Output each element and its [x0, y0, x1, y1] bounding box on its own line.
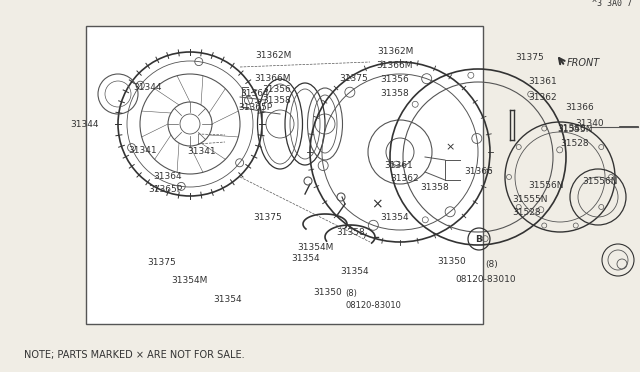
Text: 31358: 31358 — [381, 90, 410, 99]
Text: 31375: 31375 — [147, 258, 176, 267]
Text: NOTE; PARTS MARKED × ARE NOT FOR SALE.: NOTE; PARTS MARKED × ARE NOT FOR SALE. — [24, 350, 244, 360]
Text: (8): (8) — [486, 260, 499, 269]
Text: 31354: 31354 — [340, 267, 369, 276]
Text: 31358: 31358 — [336, 228, 365, 237]
Text: 31366: 31366 — [464, 167, 493, 176]
Text: 31366: 31366 — [566, 103, 595, 112]
Text: 31362: 31362 — [529, 93, 557, 102]
Text: 31528: 31528 — [512, 208, 541, 217]
Text: 31556N: 31556N — [528, 182, 563, 190]
Bar — [86, 26, 483, 324]
Text: 31364: 31364 — [241, 90, 269, 99]
Text: 31366M: 31366M — [255, 74, 291, 83]
Text: 08120-83010: 08120-83010 — [346, 301, 401, 310]
Text: 31356: 31356 — [381, 76, 410, 84]
Text: 31362M: 31362M — [255, 51, 291, 60]
Text: 31528: 31528 — [561, 140, 589, 148]
Text: 31366M: 31366M — [377, 61, 413, 71]
Text: 31356: 31356 — [262, 85, 291, 94]
Text: 31350: 31350 — [314, 288, 342, 296]
Text: ×: × — [371, 197, 383, 211]
Text: 31375: 31375 — [339, 74, 368, 83]
Text: 31556N: 31556N — [582, 177, 618, 186]
Text: 31555N: 31555N — [512, 195, 547, 203]
Text: 31362: 31362 — [390, 174, 419, 183]
Text: (8): (8) — [346, 289, 358, 298]
Text: 08120-83010: 08120-83010 — [456, 275, 516, 283]
Text: 31375: 31375 — [253, 212, 282, 221]
Text: 31341: 31341 — [128, 146, 157, 155]
Text: 31361: 31361 — [529, 77, 557, 87]
Text: 31365P: 31365P — [238, 103, 272, 112]
Text: 31362M: 31362M — [377, 48, 413, 57]
Text: 31344: 31344 — [134, 83, 163, 92]
Text: 31375: 31375 — [516, 52, 545, 61]
Text: 31340: 31340 — [576, 119, 604, 128]
Text: 31365P: 31365P — [148, 185, 182, 194]
Text: 31344: 31344 — [70, 120, 99, 129]
Text: 31350: 31350 — [438, 257, 467, 266]
Text: B: B — [476, 234, 483, 244]
Text: 31354M: 31354M — [172, 276, 208, 285]
Text: 31354: 31354 — [381, 212, 410, 221]
Text: 31354: 31354 — [291, 254, 320, 263]
Text: 31354: 31354 — [213, 295, 241, 304]
Text: ^3 3A0 7: ^3 3A0 7 — [592, 0, 632, 8]
Text: 31341: 31341 — [188, 148, 216, 157]
Text: 31364: 31364 — [154, 172, 182, 181]
Text: 31358: 31358 — [262, 96, 291, 105]
Text: ×: × — [445, 142, 454, 152]
Text: 31555N: 31555N — [557, 125, 593, 135]
Text: 31340: 31340 — [557, 124, 586, 133]
Text: FRONT: FRONT — [567, 58, 600, 68]
Text: 31361: 31361 — [384, 161, 413, 170]
Text: 31354M: 31354M — [297, 243, 333, 251]
Text: 31358: 31358 — [420, 183, 449, 192]
